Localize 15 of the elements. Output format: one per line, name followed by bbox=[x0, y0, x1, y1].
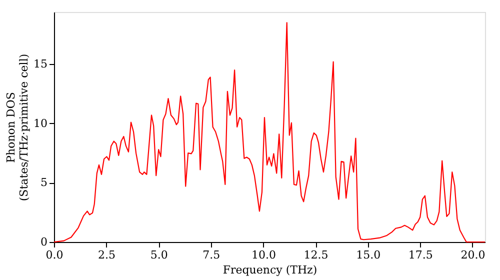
y-tick-label: 15 bbox=[34, 58, 48, 71]
y-axis-title: Phonon DOS (States/THz·primitive cell) bbox=[4, 54, 31, 202]
x-tick-label: 2.5 bbox=[98, 248, 116, 262]
x-tick-label: 15.0 bbox=[356, 248, 381, 262]
x-tick-label: 17.5 bbox=[408, 248, 433, 262]
x-axis-title: Frequency (THz) bbox=[222, 264, 318, 276]
x-tick-label: 0.0 bbox=[46, 248, 64, 262]
x-tick-label: 12.5 bbox=[304, 248, 328, 262]
x-tick-label: 5.0 bbox=[150, 248, 168, 262]
x-tick-label: 7.5 bbox=[202, 248, 220, 262]
y-tick-label: 10 bbox=[34, 116, 48, 130]
y-tick-label: 0 bbox=[40, 236, 48, 248]
x-tick-label: 20.0 bbox=[460, 248, 486, 262]
x-tick-label: 10.0 bbox=[251, 248, 276, 262]
y-tick-label: 5 bbox=[40, 176, 48, 190]
